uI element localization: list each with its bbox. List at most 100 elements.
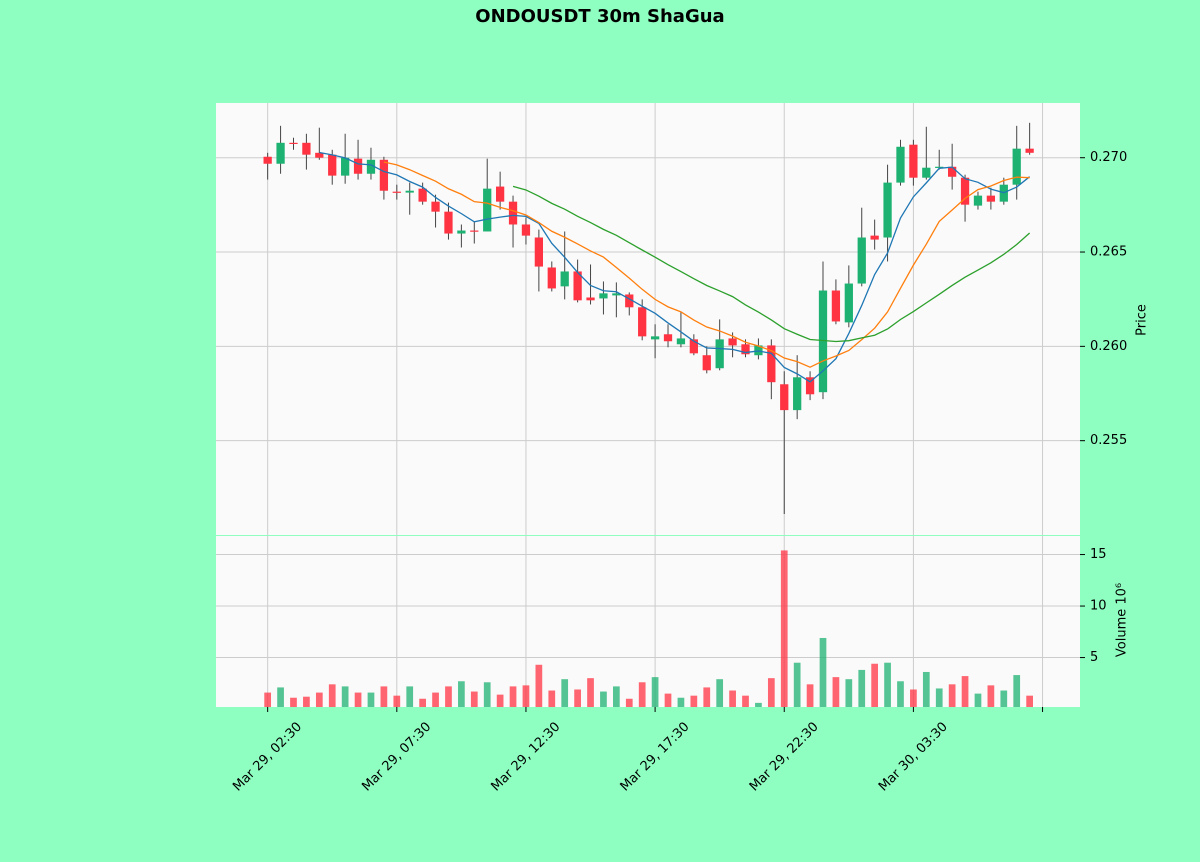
- volume-bar: [832, 677, 840, 707]
- candle-body: [328, 154, 337, 176]
- candle-body: [986, 195, 996, 202]
- volume-bar: [742, 695, 749, 707]
- candle-body: [483, 188, 492, 232]
- candle-body: [883, 182, 892, 238]
- chart-title: ONDOUSDT 30m ShaGua: [475, 6, 724, 27]
- candle-body: [663, 334, 673, 342]
- candle-body: [366, 159, 376, 174]
- candle-body: [870, 235, 879, 240]
- candle-body: [263, 156, 272, 164]
- volume-tick-label: 10: [1090, 599, 1107, 614]
- volume-bar: [1000, 690, 1008, 707]
- volume-bar: [328, 684, 336, 707]
- volume-bar: [432, 692, 439, 707]
- volume-bar: [406, 686, 414, 707]
- volume-bar: [264, 692, 272, 707]
- candle-body: [431, 201, 440, 212]
- volume-bar: [935, 688, 943, 707]
- candle-body: [586, 297, 595, 301]
- candle-body: [960, 177, 970, 205]
- volume-bar: [910, 689, 917, 707]
- volume-bar: [961, 676, 969, 707]
- y-tick-label: 0.270: [1090, 150, 1127, 165]
- y-tick-label: 0.265: [1090, 245, 1127, 260]
- candle-body: [625, 294, 634, 308]
- candle-body: [896, 146, 905, 183]
- volume-bar: [884, 662, 891, 707]
- candle-body: [1012, 148, 1021, 185]
- candle-body: [948, 166, 957, 177]
- volume-bar: [470, 691, 478, 707]
- volume-bar: [600, 691, 607, 707]
- candle-body: [418, 188, 427, 202]
- candle-body: [689, 339, 698, 354]
- candle-body: [767, 345, 776, 383]
- candle-body: [444, 211, 453, 234]
- candle-body: [573, 271, 582, 301]
- candle-body: [702, 355, 711, 371]
- volume-bar: [871, 663, 879, 707]
- volume-bar: [587, 678, 594, 707]
- y-tick-label: 0.260: [1090, 339, 1127, 354]
- volume-bar: [315, 692, 323, 707]
- volume-bar: [303, 696, 310, 707]
- volume-bar: [858, 669, 866, 707]
- candle-body: [392, 191, 401, 193]
- volume-bar: [819, 637, 827, 707]
- candle-body: [793, 377, 802, 411]
- volume-bar: [897, 681, 904, 707]
- candle-body: [922, 167, 931, 178]
- candle-body: [560, 271, 569, 287]
- volume-bar: [535, 664, 543, 707]
- volume-bar: [1026, 695, 1033, 707]
- candle-body: [973, 195, 983, 206]
- volume-bar: [806, 684, 814, 707]
- candle-body: [650, 336, 660, 340]
- volume-bar: [613, 686, 620, 707]
- volume-bar: [483, 682, 491, 707]
- volume-bar: [651, 677, 659, 707]
- candle-body: [534, 237, 544, 267]
- y-axis-label: Price: [1135, 304, 1150, 336]
- volume-bar: [755, 702, 762, 707]
- volume-bar: [690, 695, 698, 707]
- volume-panel: [216, 536, 1080, 707]
- candle-body: [341, 157, 350, 176]
- volume-axis-label: Volume 10⁶: [1115, 583, 1130, 657]
- candle-body: [547, 267, 556, 289]
- candle-body: [857, 237, 866, 284]
- volume-bar: [548, 690, 556, 707]
- volume-bar: [561, 679, 569, 707]
- candle-body: [457, 230, 466, 234]
- volume-bar: [341, 686, 349, 707]
- volume-bar: [380, 686, 388, 707]
- candle-body: [612, 293, 621, 296]
- candle-body: [638, 307, 647, 337]
- volume-bar: [419, 698, 426, 707]
- volume-bar: [1013, 675, 1021, 707]
- y-tick-label: 0.255: [1090, 433, 1127, 448]
- candle-body: [728, 338, 737, 346]
- candle-body: [470, 230, 479, 232]
- volume-bar: [948, 684, 956, 707]
- candle-body: [405, 190, 414, 193]
- volume-bar: [922, 671, 930, 707]
- candle-body: [289, 142, 298, 145]
- candle-body: [315, 152, 324, 158]
- volume-bar: [638, 682, 646, 707]
- candle-body: [909, 144, 918, 178]
- candle-body: [599, 293, 608, 299]
- candle-body: [818, 290, 828, 393]
- volume-bar: [677, 697, 685, 707]
- candle-body: [715, 339, 724, 369]
- volume-bar: [522, 685, 530, 707]
- candle-body: [495, 186, 505, 202]
- volume-bar: [625, 698, 633, 707]
- volume-bar: [445, 686, 452, 707]
- candle-body: [353, 158, 363, 174]
- candle-body: [831, 290, 841, 322]
- candle-body: [741, 344, 750, 355]
- price-panel: [216, 103, 1080, 535]
- volume-bar: [767, 678, 775, 707]
